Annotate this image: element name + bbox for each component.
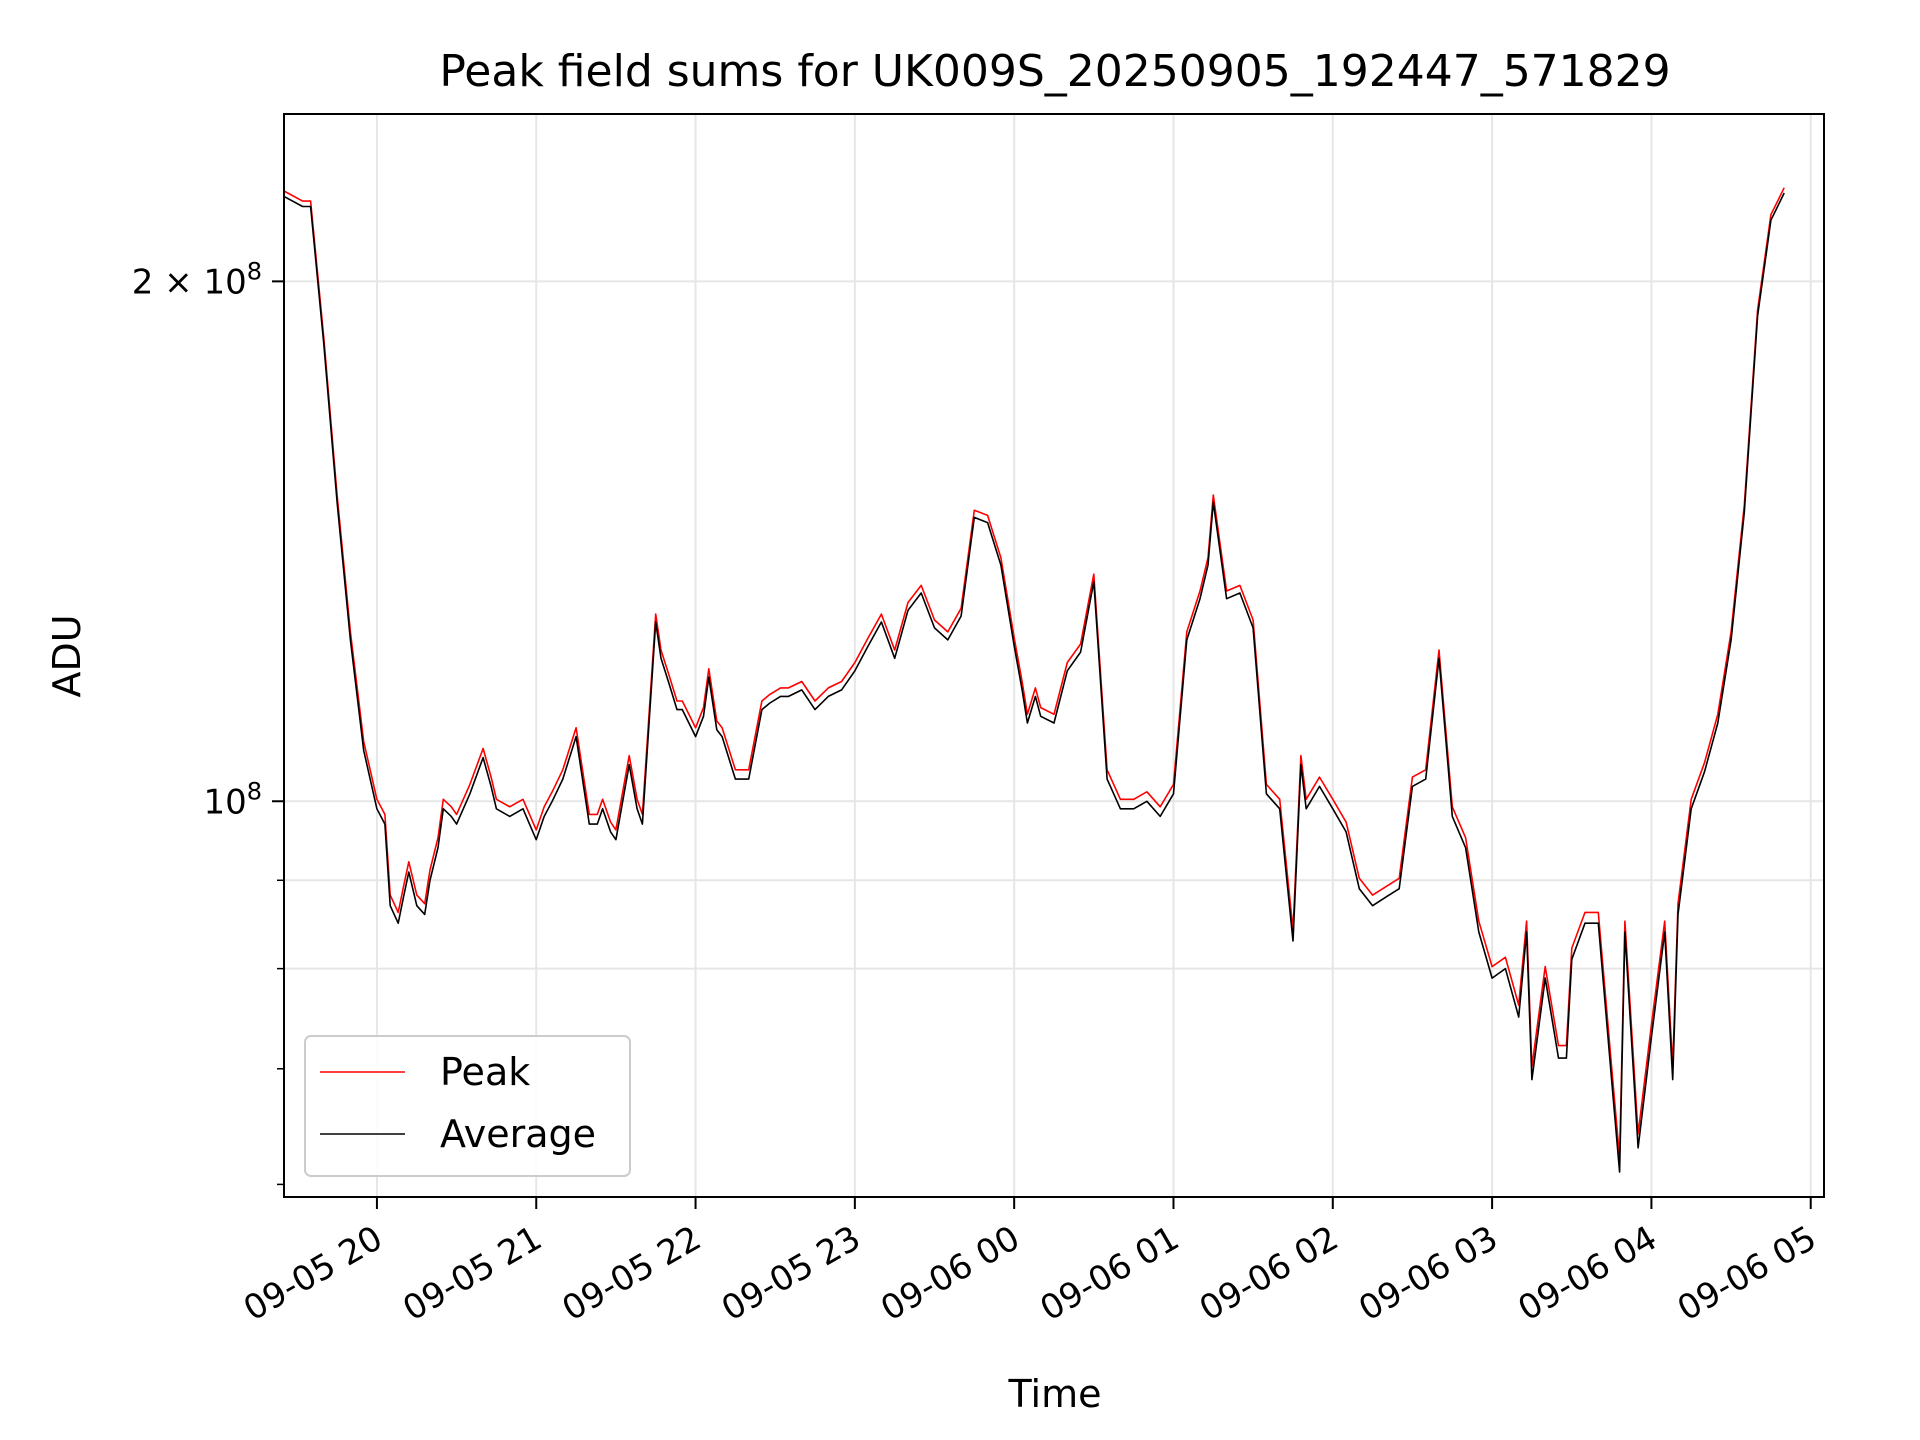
x-tick-label: 09-05 23: [715, 1218, 867, 1329]
x-tick-label: 09-06 05: [1671, 1218, 1823, 1329]
series-line-peak: [283, 187, 1785, 1159]
grid: [284, 114, 1824, 1197]
series-line-average: [283, 192, 1785, 1173]
y-tick-label: 2 × 108: [132, 257, 262, 302]
x-tick-label: 09-06 02: [1193, 1218, 1345, 1329]
legend-box: [304, 1035, 631, 1177]
x-tick-label: 09-05 22: [556, 1218, 708, 1329]
x-tick-label: 09-06 00: [874, 1218, 1026, 1329]
legend: Peak Average: [304, 1035, 631, 1177]
y-axis: 108 2 × 108: [132, 257, 284, 1186]
chart-title: Peak field sums for UK009S_20250905_1924…: [439, 46, 1670, 97]
x-tick-label: 09-05 21: [396, 1218, 548, 1329]
legend-label-average: Average: [440, 1112, 596, 1156]
y-axis-label: ADU: [45, 614, 89, 697]
x-tick-label: 09-06 04: [1512, 1218, 1664, 1329]
y-tick-label: 108: [203, 777, 262, 822]
x-tick-label: 09-05 20: [237, 1218, 389, 1329]
legend-label-peak: Peak: [440, 1050, 530, 1094]
x-tick-label: 09-06 01: [1034, 1218, 1186, 1329]
x-tick-label: 09-06 03: [1352, 1218, 1504, 1329]
plot-frame: [283, 113, 1825, 1198]
plot-area: [283, 187, 1785, 1173]
x-axis-label: Time: [1008, 1372, 1102, 1416]
x-axis: 09-05 20 09-05 21 09-05 22 09-05 23 09-06 00…: [237, 1197, 1823, 1329]
